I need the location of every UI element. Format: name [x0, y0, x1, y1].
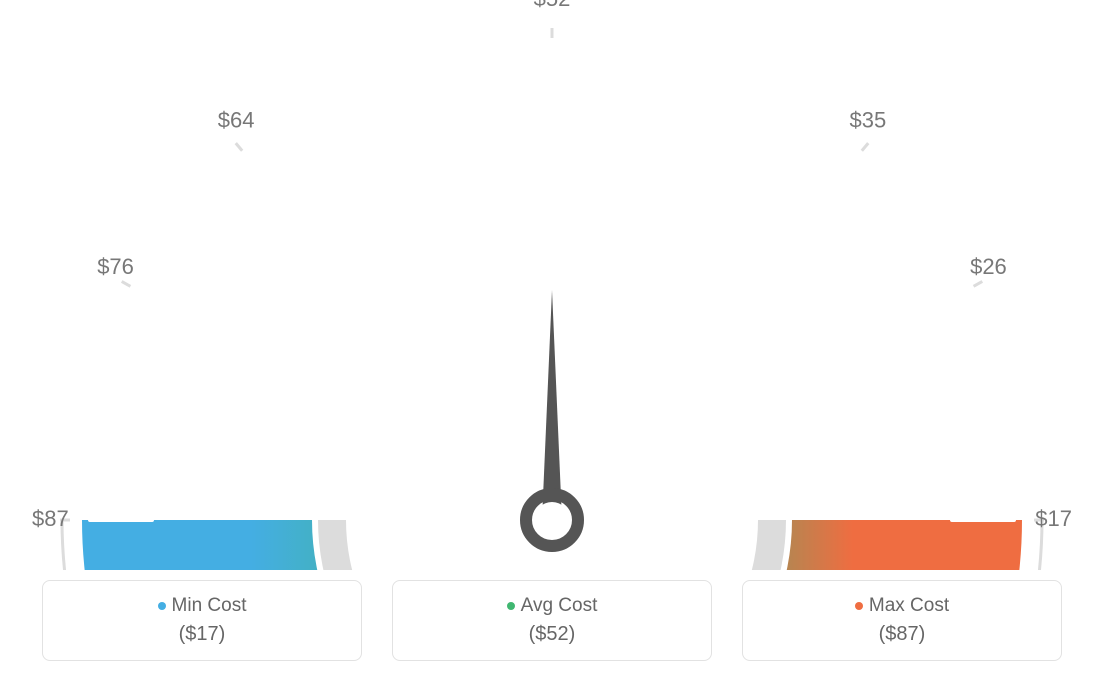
- legend-label-min: Min Cost: [43, 595, 361, 617]
- svg-text:$64: $64: [218, 108, 255, 133]
- legend-box-min: Min Cost ($17): [42, 580, 362, 661]
- legend-label-min-text: Min Cost: [172, 595, 247, 616]
- legend-value-avg: ($52): [393, 623, 711, 646]
- legend-value-min: ($17): [43, 623, 361, 646]
- svg-text:$52: $52: [534, 0, 571, 11]
- legend-dot-min: [158, 602, 166, 610]
- legend-box-max: Max Cost ($87): [742, 580, 1062, 661]
- legend-label-avg-text: Avg Cost: [521, 595, 598, 616]
- legend-dot-max: [855, 602, 863, 610]
- legend-row: Min Cost ($17) Avg Cost ($52) Max Cost (…: [0, 570, 1104, 661]
- svg-text:$35: $35: [850, 108, 887, 133]
- legend-label-max: Max Cost: [743, 595, 1061, 617]
- svg-text:$76: $76: [97, 254, 134, 279]
- svg-text:$87: $87: [32, 506, 69, 531]
- svg-text:$26: $26: [970, 254, 1007, 279]
- legend-dot-avg: [507, 602, 515, 610]
- gauge-svg: $17 $26 $35 $52 $64 $76 $87: [0, 0, 1104, 570]
- legend-label-max-text: Max Cost: [869, 595, 949, 616]
- legend-value-max: ($87): [743, 623, 1061, 646]
- legend-box-avg: Avg Cost ($52): [392, 580, 712, 661]
- gauge-chart: $17 $26 $35 $52 $64 $76 $87: [0, 0, 1104, 570]
- legend-label-avg: Avg Cost: [393, 595, 711, 617]
- svg-text:$17: $17: [1035, 506, 1072, 531]
